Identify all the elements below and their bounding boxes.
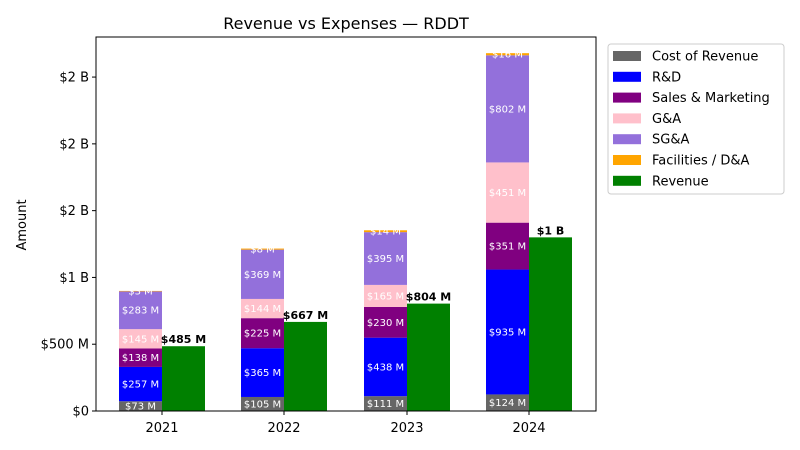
plot-area: $0 $500 M $1 B $2 B $2 B $2 B 2021 2022 2023 2024… <box>41 50 572 436</box>
data-label: $165 M <box>367 291 404 302</box>
legend-swatch <box>613 92 641 103</box>
bar-segment <box>119 401 162 411</box>
legend-box <box>607 43 785 195</box>
legend-swatch <box>613 134 641 145</box>
data-label: $14 M <box>370 227 401 238</box>
bar-segment <box>119 291 162 330</box>
bar-segment <box>241 298 284 319</box>
data-label: $144 M <box>244 304 281 315</box>
bar-segment <box>241 249 284 299</box>
x-tick-label: 2021 <box>145 421 178 436</box>
legend-swatch <box>613 113 641 124</box>
data-label: $395 M <box>367 254 404 265</box>
data-label: $369 M <box>244 270 281 281</box>
bar-segment <box>486 53 529 56</box>
data-label: $124 M <box>489 398 526 409</box>
data-label: $283 M <box>122 306 159 317</box>
legend-label: SG&A <box>652 133 689 148</box>
data-label: $802 M <box>489 104 526 115</box>
data-label: $351 M <box>489 242 526 253</box>
bar-segment <box>364 230 407 233</box>
bar-segment <box>364 337 407 397</box>
legend-swatch <box>613 51 641 61</box>
data-label: $3 M <box>128 287 153 298</box>
legend-swatch <box>613 175 641 186</box>
legend-label: Cost of Revenue <box>652 50 758 65</box>
bar-segment <box>364 306 407 338</box>
legend-label: Sales & Marketing <box>652 91 770 106</box>
y-tick-label: $2 B <box>59 137 89 152</box>
revenue-bar <box>284 321 327 411</box>
data-label: $16 M <box>492 50 523 61</box>
y-tick-label: $2 B <box>59 204 89 219</box>
data-label: $451 M <box>489 188 526 199</box>
bar-segment <box>486 394 529 411</box>
data-label: $257 M <box>122 380 159 391</box>
y-tick-label: $500 M <box>41 338 89 353</box>
revenue-bar <box>407 303 450 411</box>
legend: Cost of Revenue R&D Sales & Marketing G&A SG… <box>607 43 785 195</box>
data-label: $935 M <box>489 327 526 338</box>
data-label: $138 M <box>122 353 159 364</box>
chart-title: Revenue vs Expenses — RDDT <box>223 14 469 33</box>
y-tick-label: $1 B <box>59 271 89 286</box>
bar-segment <box>486 269 529 395</box>
data-label: $365 M <box>244 368 281 379</box>
revenue-bar <box>162 346 205 411</box>
data-label: $73 M <box>125 402 156 413</box>
bar-segment <box>364 396 407 411</box>
bar-segment <box>119 329 162 349</box>
y-tick-label: $2 B <box>59 71 89 86</box>
data-label: $111 M <box>367 399 404 410</box>
bar-segment <box>241 348 284 397</box>
bar-segment <box>119 290 162 292</box>
bar-segment <box>486 55 529 163</box>
legend-label: R&D <box>652 70 681 85</box>
bar-segment <box>241 396 284 411</box>
bar-segment <box>364 232 407 285</box>
x-tick-label: 2022 <box>267 421 300 436</box>
x-tick-label: 2023 <box>390 421 423 436</box>
data-label: $145 M <box>122 334 159 345</box>
bar-segment <box>119 366 162 402</box>
legend-swatch <box>613 71 641 82</box>
x-tick-label: 2024 <box>512 421 545 436</box>
data-label: $105 M <box>244 399 281 410</box>
revenue-label: $804 M <box>406 291 451 304</box>
legend-swatch <box>613 155 641 165</box>
data-label: $438 M <box>367 362 404 373</box>
bar-segment <box>241 318 284 349</box>
data-label: $8 M <box>250 245 275 256</box>
revenue-label: $667 M <box>283 309 328 322</box>
data-label: $225 M <box>244 329 281 340</box>
bar-segment <box>486 162 529 223</box>
legend-label: Revenue <box>652 174 709 189</box>
bar-segment <box>119 348 162 367</box>
revenue-label: $485 M <box>161 333 206 346</box>
bar-segment <box>241 248 284 250</box>
legend-label: Facilities / D&A <box>652 154 750 169</box>
data-label: $230 M <box>367 318 404 329</box>
legend-label: G&A <box>652 112 681 127</box>
bar-segment <box>486 222 529 270</box>
revenue-bar <box>529 237 572 411</box>
y-axis-label: Amount <box>15 199 30 250</box>
bar-segment <box>364 284 407 307</box>
y-tick-label: $0 <box>72 405 89 420</box>
plot-frame <box>95 36 597 412</box>
revenue-label: $1 B <box>537 224 565 237</box>
